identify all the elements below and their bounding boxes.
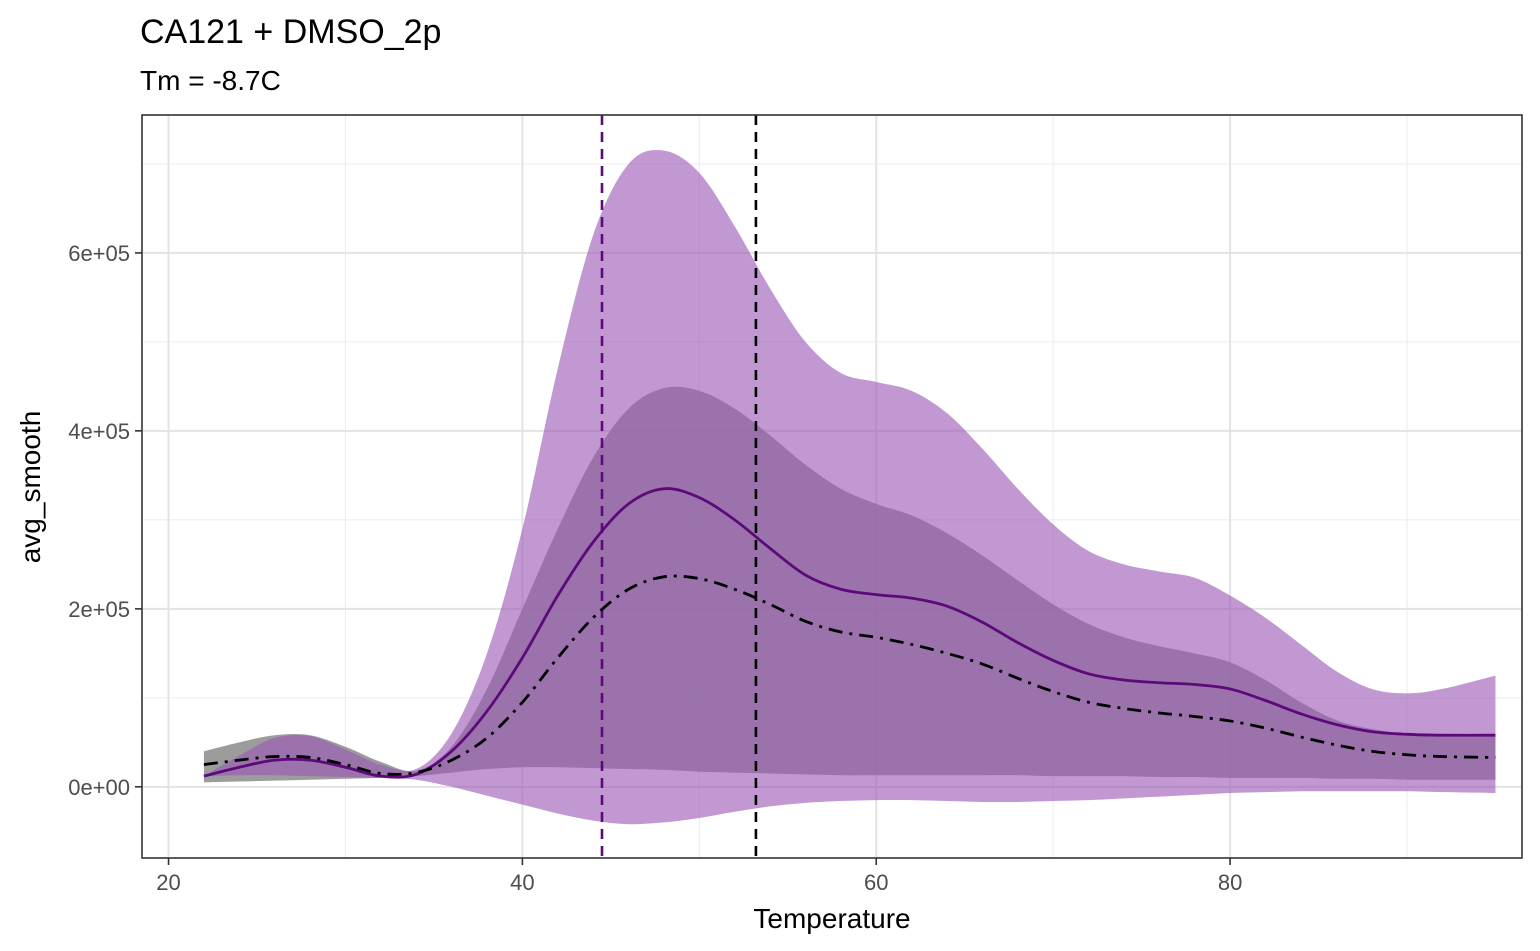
ribbons bbox=[203, 150, 1496, 825]
ribbon-purple bbox=[203, 150, 1496, 825]
x-tick-label: 60 bbox=[864, 870, 888, 895]
series-line-1 bbox=[203, 487, 1496, 779]
series-line-2 bbox=[203, 574, 1496, 776]
x-tick-label: 40 bbox=[510, 870, 534, 895]
chart-subtitle: Tm = -8.7C bbox=[140, 65, 281, 96]
y-tick-label: 2e+05 bbox=[68, 597, 130, 622]
y-tick-label: 6e+05 bbox=[68, 241, 130, 266]
plot-panel-border bbox=[141, 114, 1523, 859]
reference-lines bbox=[600, 115, 758, 858]
x-axis-title: Temperature bbox=[753, 903, 910, 934]
y-tick-label: 4e+05 bbox=[68, 419, 130, 444]
chart-title: CA121 + DMSO_2p bbox=[140, 13, 441, 51]
y-axis: 0e+00 2e+05 4e+05 6e+05 bbox=[68, 241, 142, 800]
x-tick-label: 80 bbox=[1218, 870, 1242, 895]
y-axis-title: avg_smooth bbox=[15, 411, 46, 564]
y-tick-label: 0e+00 bbox=[68, 775, 130, 800]
series-lines bbox=[203, 487, 1496, 779]
x-axis: 20 40 60 80 bbox=[156, 858, 1242, 895]
x-tick-label: 20 bbox=[156, 870, 180, 895]
